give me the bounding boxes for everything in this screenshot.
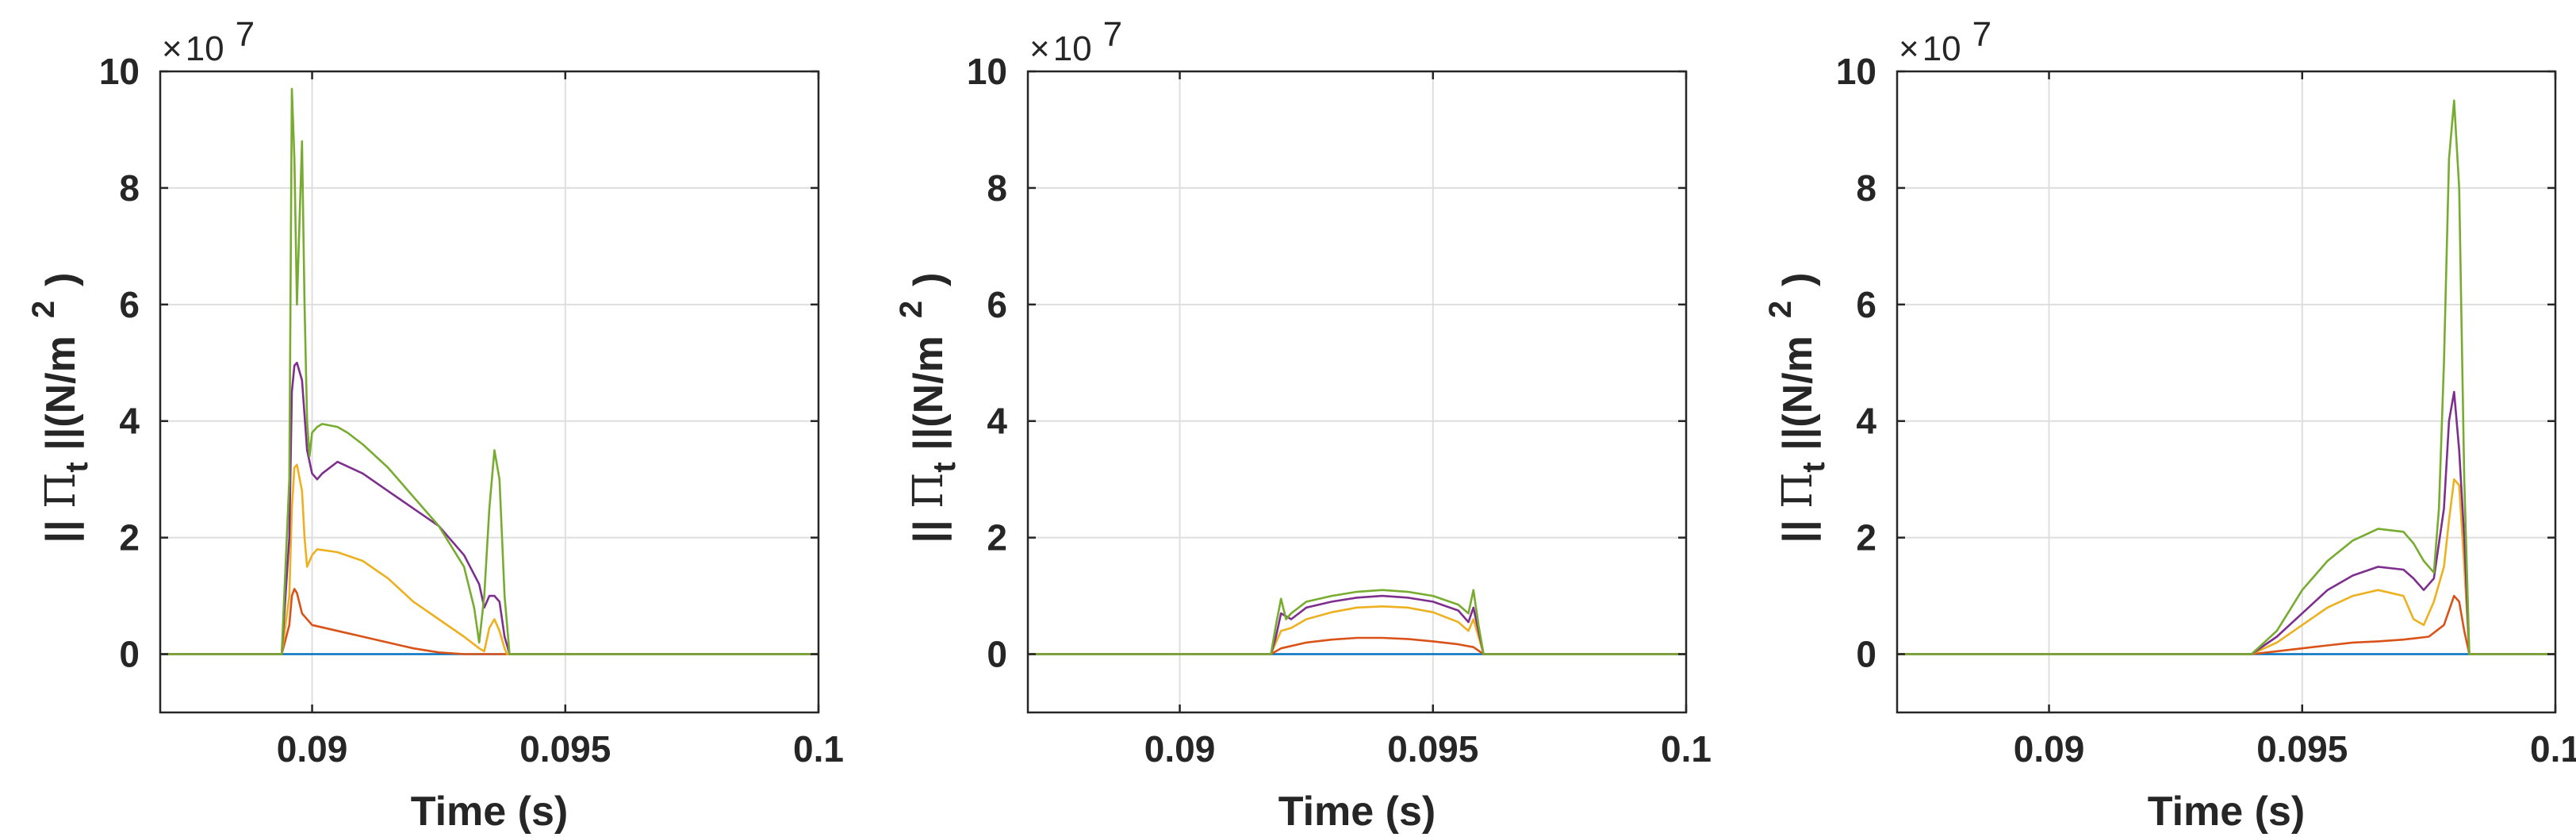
axes-box	[1026, 70, 1688, 714]
series-line-5	[1897, 99, 2555, 655]
ylabel-close-paren: )	[906, 273, 952, 286]
ylabel-superscript: 2	[894, 301, 929, 318]
multiplier-exponent: 7	[1972, 15, 1991, 54]
series-line-4	[1028, 594, 1686, 655]
y-tick-label-5: 10	[99, 51, 140, 92]
plot-area	[1028, 71, 1686, 712]
x-tick-label-1: 0.095	[519, 728, 611, 770]
y-tick-label-1: 2	[1856, 517, 1876, 559]
x-tick-label-1: 0.095	[1387, 728, 1478, 770]
y-tick-label-2: 4	[987, 401, 1007, 442]
series-line-2	[1028, 636, 1686, 655]
y-tick-label-4: 8	[1856, 167, 1876, 209]
y-tick-label-5: 10	[1836, 51, 1876, 92]
multiplier-times: ×	[1899, 29, 1919, 68]
x-tick-label-0: 0.09	[277, 728, 348, 770]
series-line-3	[160, 463, 818, 655]
ylabel-bars-left: ||	[38, 509, 84, 543]
x-tick-label-0: 0.09	[1144, 728, 1216, 770]
multiplier-base: 10	[1922, 29, 1961, 68]
y-tick-label-3: 6	[987, 284, 1007, 325]
ylabel-subscript: t	[1796, 462, 1831, 472]
x-tick-label-2: 0.1	[1661, 728, 1712, 770]
y-tick-label-0: 0	[1856, 634, 1876, 675]
ylabel-superscript: 2	[1763, 301, 1798, 318]
x-axis-title: Time (s)	[1278, 789, 1436, 835]
ylabel-pi: Π	[905, 473, 953, 509]
ylabel-units: ||(N/m	[906, 336, 952, 462]
y-tick-label-0: 0	[987, 634, 1007, 675]
x-tick-label-0: 0.09	[2014, 728, 2085, 770]
multiplier-base: 10	[186, 29, 224, 68]
ylabel-units: ||(N/m	[1775, 336, 1821, 462]
y-tick-label-3: 6	[1856, 284, 1876, 325]
series-line-3	[1897, 478, 2555, 655]
y-multiplier: ×10 7	[162, 15, 255, 68]
y-tick-label-0: 0	[119, 634, 140, 675]
y-tick-label-2: 4	[119, 401, 140, 442]
multiplier-times: ×	[1029, 29, 1050, 68]
multiplier-exponent: 7	[1103, 15, 1122, 54]
y-multiplier: ×10 7	[1029, 15, 1122, 68]
y-axis-title: || Πt ||(N/m 2)	[1763, 273, 1831, 543]
ylabel-close-paren: )	[38, 273, 84, 286]
y-tick-label-3: 6	[119, 284, 140, 325]
ylabel-bars-left: ||	[906, 509, 952, 543]
y-tick-label-1: 2	[987, 517, 1007, 559]
x-tick-label-2: 0.1	[2530, 728, 2576, 770]
ylabel-superscript: 2	[26, 301, 61, 318]
ylabel-units: ||(N/m	[38, 336, 84, 462]
series-line-5	[160, 87, 818, 655]
axes-box	[159, 70, 820, 714]
y-tick-label-4: 8	[119, 167, 140, 209]
series-line-4	[1897, 390, 2555, 655]
y-tick-label-1: 2	[119, 517, 140, 559]
series-line-2	[1897, 594, 2555, 655]
plot-area	[160, 71, 818, 712]
series-line-5	[1028, 589, 1686, 655]
ylabel-close-paren: )	[1775, 273, 1821, 286]
x-axis-title: Time (s)	[2148, 789, 2305, 835]
y-multiplier: ×10 7	[1899, 15, 1991, 68]
multiplier-base: 10	[1053, 29, 1092, 68]
plot-area	[1897, 71, 2555, 712]
axes-box	[1896, 70, 2557, 714]
y-tick-label-4: 8	[987, 167, 1007, 209]
x-axis-title: Time (s)	[411, 789, 568, 835]
multiplier-times: ×	[162, 29, 182, 68]
series-line-4	[160, 361, 818, 655]
series-line-3	[1028, 605, 1686, 655]
ylabel-bars-left: ||	[1775, 509, 1821, 543]
multiplier-exponent: 7	[236, 15, 255, 54]
y-tick-label-5: 10	[967, 51, 1007, 92]
x-tick-label-1: 0.095	[2256, 728, 2348, 770]
ylabel-subscript: t	[927, 462, 962, 472]
x-tick-label-2: 0.1	[793, 728, 844, 770]
ylabel-subscript: t	[59, 462, 94, 472]
y-axis-title: || Πt ||(N/m 2)	[26, 273, 94, 543]
y-axis-title: || Πt ||(N/m 2)	[894, 273, 962, 543]
y-tick-label-2: 4	[1856, 401, 1876, 442]
series-line-2	[160, 587, 818, 655]
ylabel-pi: Π	[1774, 473, 1822, 509]
ylabel-pi: Π	[37, 473, 85, 509]
